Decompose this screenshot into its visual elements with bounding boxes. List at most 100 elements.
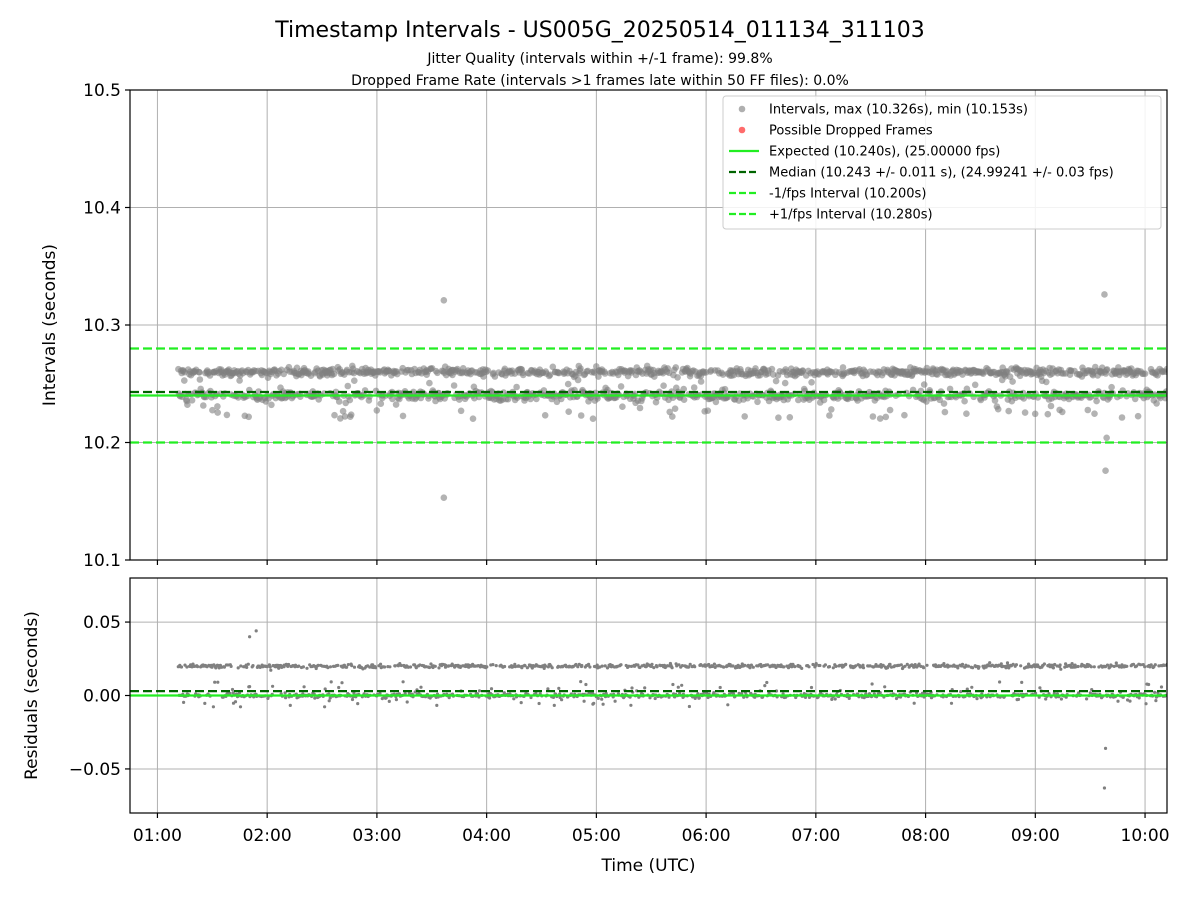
data-point: [546, 371, 554, 379]
data-point: [283, 691, 287, 695]
data-point: [1059, 667, 1063, 671]
data-point: [405, 700, 409, 704]
data-point: [963, 410, 970, 418]
data-point: [229, 664, 233, 669]
data-point: [1112, 664, 1116, 669]
data-point: [899, 663, 903, 667]
data-point: [1159, 685, 1164, 689]
y-tick-label: 0.00: [83, 687, 121, 707]
data-point: [513, 383, 520, 391]
data-point: [337, 685, 341, 690]
data-point: [377, 400, 385, 408]
data-point: [419, 685, 423, 689]
data-point: [255, 388, 262, 395]
data-point: [284, 696, 288, 700]
data-point: [305, 666, 309, 670]
x-tick-label: 09:00: [1011, 826, 1060, 846]
data-point: [655, 665, 659, 669]
data-point: [1052, 691, 1056, 696]
data-point: [781, 379, 789, 387]
intervals-panel: 10.1 10.2 10.3 10.4 10.5 Intervals (seconds)…: [40, 81, 1168, 571]
legend-label: Intervals, max (10.326s), min (10.153s): [769, 103, 1028, 118]
data-point: [288, 703, 292, 708]
data-point: [345, 665, 349, 669]
data-point: [393, 664, 397, 668]
data-point: [1059, 697, 1063, 701]
data-point: [1093, 397, 1100, 405]
legend-label: +1/fps Interval (10.280s): [769, 208, 933, 223]
data-point: [636, 404, 644, 412]
outlier-point: [1103, 434, 1110, 442]
data-point: [1114, 661, 1118, 665]
data-point: [588, 665, 592, 669]
residuals-reference-lines: [130, 689, 1167, 697]
data-point: [680, 683, 684, 687]
data-point: [942, 662, 946, 666]
data-point: [793, 665, 797, 669]
data-point: [1131, 395, 1139, 403]
data-point: [231, 691, 235, 695]
outlier-point: [1103, 746, 1108, 750]
data-point: [335, 398, 343, 405]
data-point: [653, 696, 657, 701]
data-point: [883, 685, 887, 689]
data-point: [697, 378, 705, 385]
data-point: [426, 379, 433, 387]
outlier-point: [440, 297, 448, 304]
data-point: [643, 686, 647, 690]
data-point: [630, 686, 634, 690]
data-point: [268, 665, 272, 669]
data-point: [196, 665, 200, 669]
data-point: [827, 665, 832, 669]
data-point: [560, 698, 564, 702]
data-point: [888, 662, 892, 666]
y-tick-label: 10.5: [83, 81, 121, 101]
data-point: [833, 697, 837, 701]
data-point: [383, 665, 387, 669]
data-point: [1070, 662, 1074, 666]
data-point: [388, 665, 392, 669]
intervals-reference-lines: [130, 347, 1167, 444]
data-point: [1043, 378, 1050, 386]
legend: Intervals, max (10.326s), min (10.153s) P…: [722, 95, 1162, 230]
data-point: [433, 664, 437, 668]
data-point: [374, 666, 378, 670]
data-point: [594, 395, 601, 402]
data-point: [323, 687, 327, 691]
data-point: [627, 664, 631, 668]
chart-subtitle-jitter: Jitter Quality (intervals within +/-1 fr…: [426, 51, 772, 67]
data-point: [271, 684, 275, 688]
data-point: [401, 680, 405, 684]
data-point: [749, 663, 754, 667]
data-point: [693, 665, 697, 669]
data-point: [577, 412, 585, 419]
data-point: [1042, 662, 1046, 666]
x-tick-label: 02:00: [243, 826, 292, 846]
data-point: [807, 665, 811, 669]
legend-label: -1/fps Interval (10.200s): [769, 187, 926, 202]
data-point: [302, 685, 306, 689]
data-point: [577, 365, 584, 372]
outlier-point: [1102, 786, 1107, 790]
data-point: [731, 664, 735, 668]
data-point: [1153, 400, 1160, 407]
data-point: [469, 415, 477, 423]
data-point: [184, 401, 191, 409]
data-point: [960, 662, 965, 666]
x-tick-label: 03:00: [352, 826, 401, 846]
data-point: [1016, 697, 1021, 702]
data-point: [941, 408, 949, 416]
data-point: [236, 666, 240, 670]
data-point: [209, 406, 216, 414]
data-point: [512, 697, 516, 701]
data-point: [711, 664, 715, 669]
data-point: [922, 666, 926, 670]
data-point: [214, 409, 221, 416]
data-point: [882, 413, 890, 421]
data-point: [238, 705, 243, 709]
data-point: [399, 412, 407, 420]
data-point: [323, 705, 327, 709]
data-point: [923, 398, 930, 405]
data-point: [1154, 372, 1161, 379]
